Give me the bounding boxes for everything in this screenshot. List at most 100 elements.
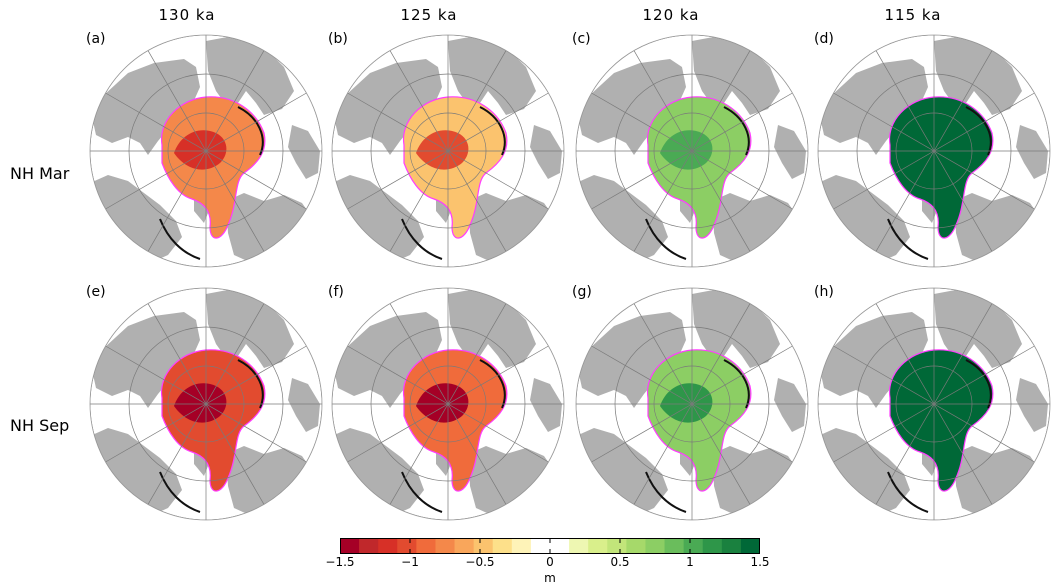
- colorbar-segment: [740, 538, 760, 554]
- land-mass: [334, 312, 442, 408]
- column-title-130ka: 130 ka: [158, 6, 216, 24]
- panel-letter: (a): [86, 31, 106, 47]
- ice-edge-black: [401, 218, 443, 260]
- meridian-line: [105, 92, 307, 210]
- colorbar-segment: [511, 538, 532, 554]
- colorbar-segment: [340, 538, 360, 554]
- polar-map: [331, 34, 565, 268]
- ice-edge-black: [159, 471, 201, 513]
- meridian-line: [833, 345, 1035, 463]
- colorbar-segment: [645, 538, 666, 554]
- panel-letter: (f): [328, 284, 344, 300]
- ice-edge-black: [479, 106, 506, 156]
- land-mass: [1016, 125, 1048, 179]
- colorbar-segment: [588, 538, 608, 554]
- map-boundary: [817, 34, 1051, 268]
- map-layer: [90, 35, 322, 267]
- colorbar-segment: [378, 538, 398, 554]
- polar-map: [575, 34, 809, 268]
- map-layer: [332, 288, 564, 520]
- polar-map: [331, 287, 565, 521]
- land-mass: [954, 446, 1044, 518]
- colorbar-segment: [721, 538, 742, 554]
- land-mass: [92, 59, 200, 155]
- meridian-line: [105, 345, 307, 463]
- land-mass: [820, 59, 928, 155]
- colorbar-segment: [683, 538, 704, 554]
- map-layer: [332, 35, 564, 267]
- map-panel-a: (a): [86, 31, 324, 269]
- polar-map: [817, 34, 1051, 268]
- map-boundary: [575, 34, 809, 268]
- map-boundary: [817, 287, 1051, 521]
- land-mass: [226, 193, 316, 265]
- colorbar-segment: [626, 538, 646, 554]
- ice-edge-black: [887, 471, 929, 513]
- land-mass: [92, 312, 200, 408]
- ice-edge-black: [965, 106, 992, 156]
- colorbar-segment: [416, 538, 436, 554]
- map-panel-d: (d): [814, 31, 1052, 269]
- land-mass: [1016, 378, 1048, 432]
- ice-edge-black: [723, 106, 750, 156]
- land-mass: [226, 446, 316, 518]
- map-panel-h: (h): [814, 284, 1052, 522]
- column-title-125ka: 125 ka: [400, 6, 458, 24]
- land-mass: [820, 312, 928, 408]
- colorbar-segment: [492, 538, 513, 554]
- colorbar: −1.5 −1 −0.5 0 0.5 1 1.5 m: [325, 538, 770, 585]
- meridian-line: [833, 92, 1035, 210]
- ice-edge-black: [237, 106, 264, 156]
- map-boundary: [89, 34, 323, 268]
- colorbar-segment: [530, 538, 551, 554]
- polar-map: [575, 287, 809, 521]
- map-panel-c: (c): [572, 31, 810, 269]
- colorbar-segment: [435, 538, 456, 554]
- map-panel-f: (f): [328, 284, 566, 522]
- panel-letter: (c): [572, 31, 591, 47]
- ice-edge-black: [887, 218, 929, 260]
- colorbar-tick-label: −1: [401, 555, 419, 569]
- ice-edge-black: [159, 218, 201, 260]
- map-panel-g: (g): [572, 284, 810, 522]
- colorbar-segment: [397, 538, 417, 554]
- meridian-line: [591, 345, 793, 463]
- colorbar-tick-label: 1: [686, 555, 694, 569]
- land-mass: [774, 125, 806, 179]
- map-layer: [90, 288, 322, 520]
- colorbar-tick-label: 0: [546, 555, 554, 569]
- colorbar-segment: [702, 538, 723, 554]
- colorbar-segment: [359, 538, 379, 554]
- row-label-nh-mar: NH Mar: [10, 164, 70, 183]
- meridian-line: [347, 92, 549, 210]
- colorbar-strip: [340, 538, 760, 554]
- colorbar-segment: [607, 538, 627, 554]
- ice-edge-black: [645, 218, 687, 260]
- column-title-115ka: 115 ka: [884, 6, 942, 24]
- land-mass: [954, 193, 1044, 265]
- ice-edge-black: [401, 471, 443, 513]
- land-mass: [578, 312, 686, 408]
- colorbar-segment: [664, 538, 685, 554]
- land-mass: [530, 125, 562, 179]
- land-mass: [530, 378, 562, 432]
- land-mass: [774, 378, 806, 432]
- colorbar-segment: [473, 538, 494, 554]
- colorbar-segment: [550, 538, 570, 554]
- land-mass: [578, 59, 686, 155]
- land-mass: [468, 193, 558, 265]
- map-panel-e: (e): [86, 284, 324, 522]
- map-boundary: [575, 287, 809, 521]
- land-mass: [712, 193, 802, 265]
- colorbar-tick-label: −0.5: [465, 555, 495, 569]
- land-mass: [288, 378, 320, 432]
- panel-letter: (g): [572, 284, 592, 300]
- colorbar-segment: [454, 538, 475, 554]
- colorbar-segment: [569, 538, 589, 554]
- ice-edge-black: [723, 359, 750, 409]
- land-mass: [468, 446, 558, 518]
- land-mass: [712, 446, 802, 518]
- map-boundary: [89, 287, 323, 521]
- colorbar-unit: m: [544, 571, 556, 585]
- row-label-nh-sep: NH Sep: [10, 416, 70, 435]
